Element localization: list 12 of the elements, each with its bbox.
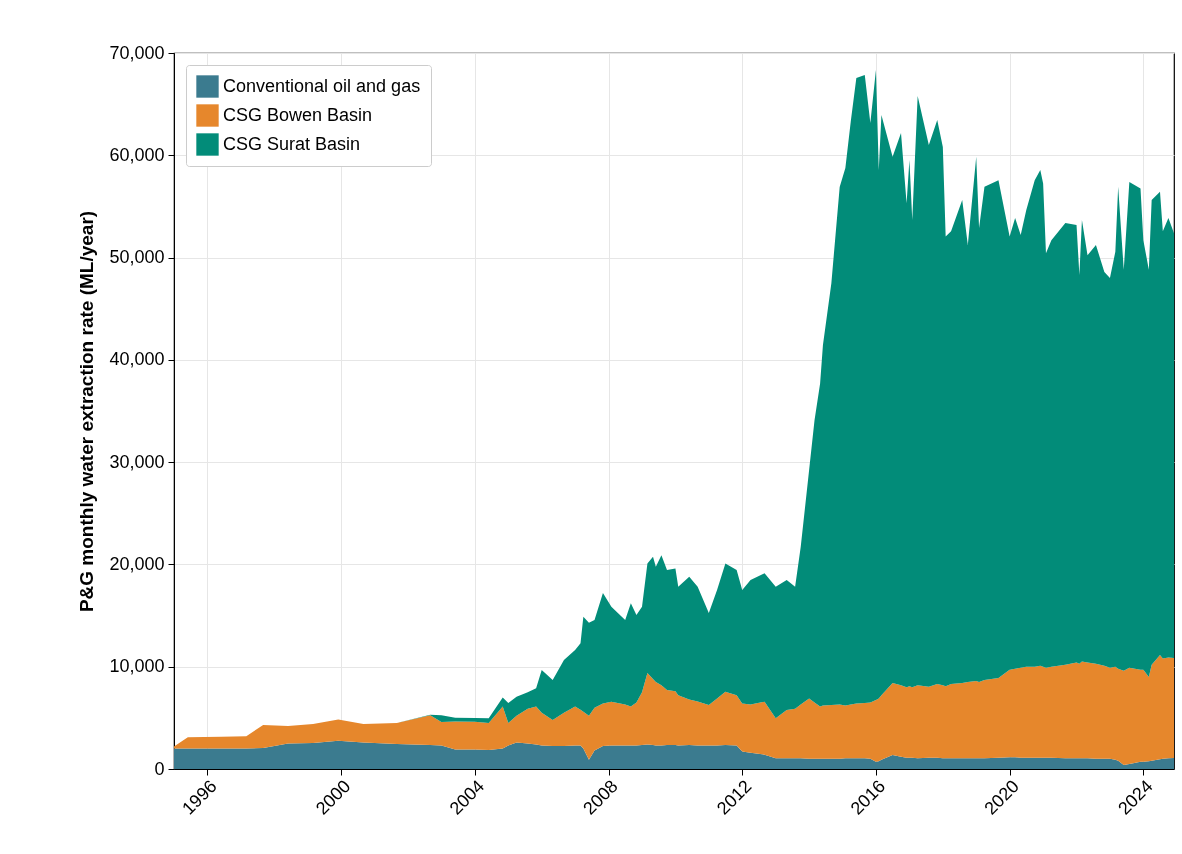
legend-label: Conventional oil and gas <box>223 75 421 96</box>
y-tick-label: 60,000 <box>109 144 165 165</box>
y-tick-label: 70,000 <box>109 42 165 63</box>
y-tick-label: 10,000 <box>109 656 165 677</box>
y-tick-label: 0 <box>154 758 165 779</box>
y-tick-label: 50,000 <box>109 247 165 268</box>
legend-label: CSG Surat Basin <box>223 133 361 154</box>
y-tick-label: 20,000 <box>109 553 165 574</box>
y-tick-label: 30,000 <box>109 451 165 472</box>
y-tick-label: 40,000 <box>109 349 165 370</box>
legend-label: CSG Bowen Basin <box>223 104 373 125</box>
y-axis-title: P&G monthly water extraction rate (ML/year) <box>76 210 98 613</box>
